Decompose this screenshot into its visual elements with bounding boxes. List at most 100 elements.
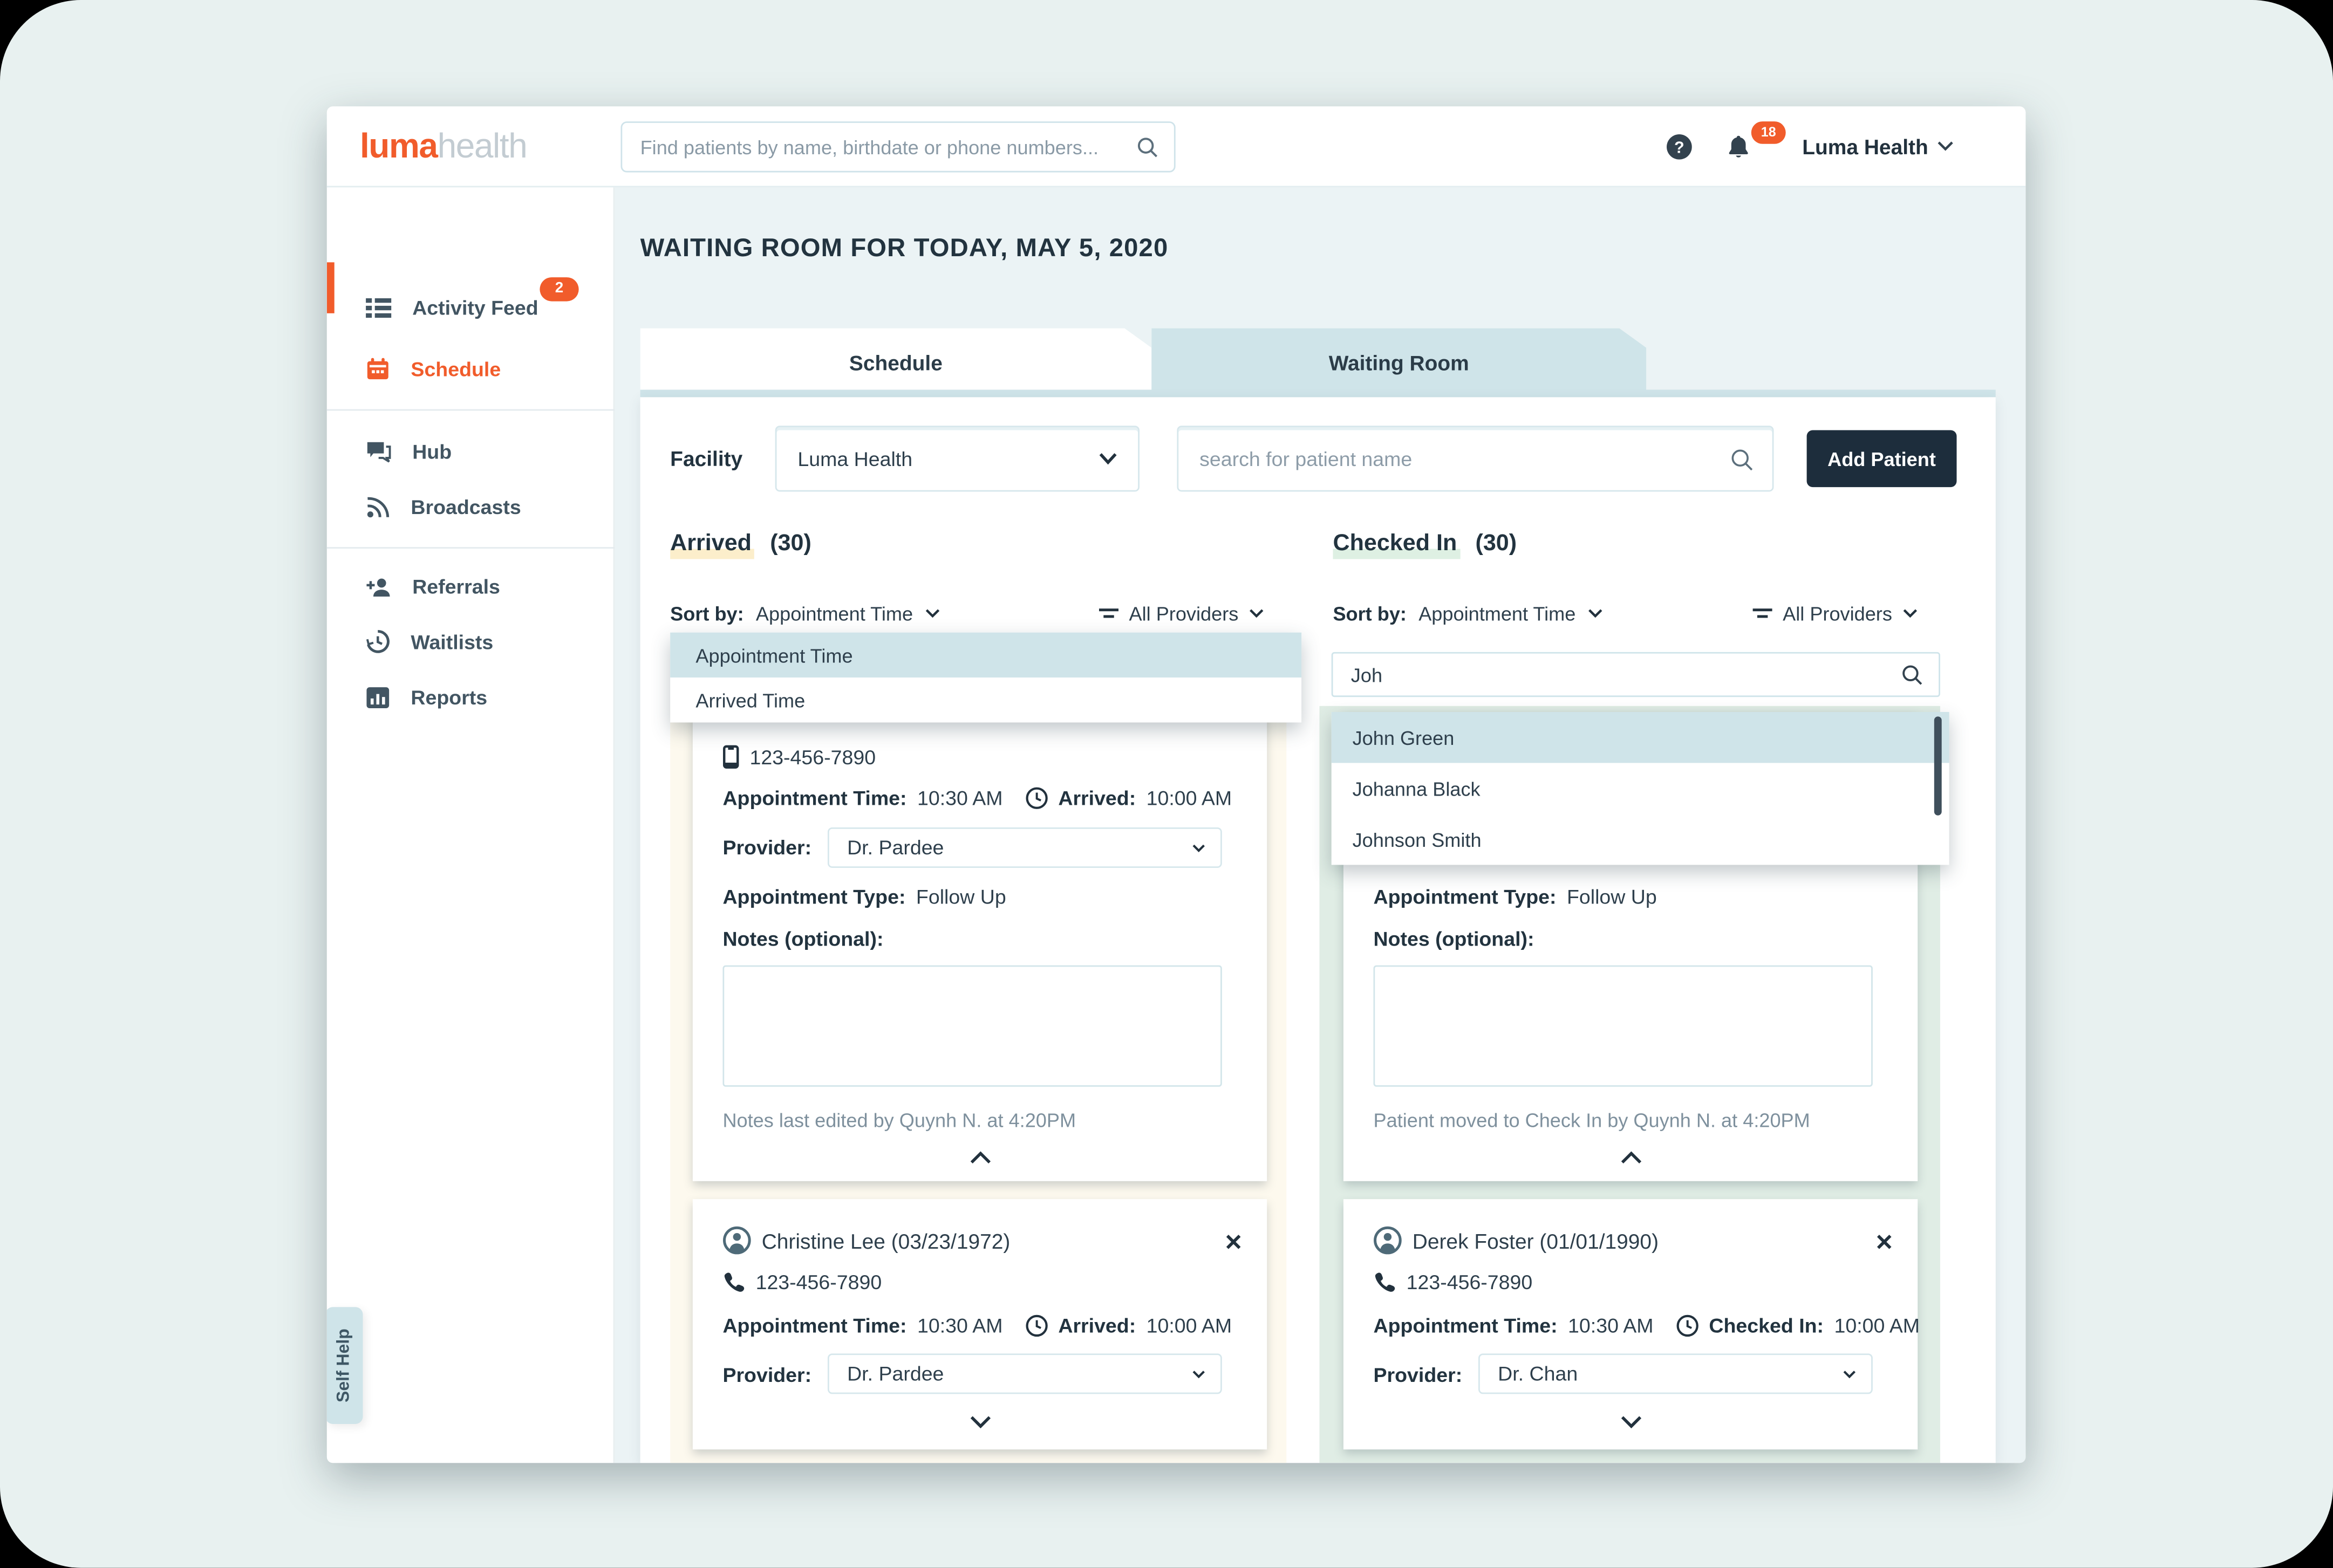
appointment-row: Appointment Time: 10:30 AM Arrived: 10:0… xyxy=(722,787,1232,810)
self-help-tab[interactable]: Self Help xyxy=(326,1307,363,1424)
tab-label: Schedule xyxy=(849,351,943,375)
arrived-count: (30) xyxy=(770,530,811,556)
sort-option-arrived-time[interactable]: Arrived Time xyxy=(695,688,806,711)
sort-option-appointment-time[interactable]: Appointment Time xyxy=(670,632,1302,678)
provider-select[interactable]: Dr. Chan xyxy=(1478,1353,1873,1394)
sort-by-label: Sort by: xyxy=(1333,601,1407,625)
phone-handset-icon xyxy=(724,1272,745,1292)
sidebar-item-referrals[interactable]: Referrals xyxy=(327,560,615,611)
tab-label: Waiting Room xyxy=(1328,351,1469,375)
clock-icon xyxy=(1676,1314,1698,1337)
reports-chart-icon xyxy=(366,686,390,708)
chevron-down-icon xyxy=(1099,453,1117,465)
notes-label: Notes (optional): xyxy=(722,928,884,950)
patient-name-search-input[interactable] xyxy=(1199,427,1724,490)
checked-in-column-header: Checked In (30) xyxy=(1333,530,1517,559)
provider-value: Dr. Chan xyxy=(1498,1362,1578,1385)
app-header: lumahealth ? 18 Luma Health xyxy=(326,106,2026,188)
checked-in-search-input[interactable] xyxy=(1350,653,1891,696)
sidebar-item-broadcasts[interactable]: Broadcasts xyxy=(327,481,615,532)
checked-in-value: 10:00 AM xyxy=(1834,1314,1920,1337)
clock-icon xyxy=(1025,1314,1048,1337)
arrived-provider-filter[interactable]: All Providers xyxy=(1099,598,1264,628)
close-card-button[interactable]: ✕ xyxy=(1875,1229,1894,1256)
chevron-up-icon xyxy=(1620,1151,1641,1164)
checked-in-card-derek-foster: Derek Foster (01/01/1990) ✕ 123-456-7890… xyxy=(1343,1199,1920,1450)
global-search-input[interactable] xyxy=(640,122,1120,171)
provider-row: Provider: xyxy=(1373,1364,1462,1387)
facility-value: Luma Health xyxy=(797,447,913,470)
search-icon xyxy=(1902,665,1922,685)
notes-label-row: Notes (optional): xyxy=(722,928,883,950)
provider-select[interactable]: Dr. Pardee xyxy=(827,1353,1222,1394)
notification-count-badge: 18 xyxy=(1751,121,1786,144)
add-patient-button[interactable]: Add Patient xyxy=(1806,430,1957,488)
svg-text:?: ? xyxy=(1674,138,1684,156)
provider-select[interactable]: Dr. Pardee xyxy=(827,827,1222,868)
provider-label: Provider: xyxy=(1373,1364,1463,1387)
patient-name: Christine Lee (03/23/1972) xyxy=(761,1228,1011,1252)
tab-waiting-room[interactable]: Waiting Room xyxy=(1151,328,1646,398)
arrived-column-header: Arrived (30) xyxy=(670,530,811,559)
checked-in-label: Checked In: xyxy=(1709,1314,1824,1337)
sidebar-item-label: Waitlists xyxy=(411,630,494,653)
suggestions-scrollbar[interactable] xyxy=(1934,716,1942,816)
patient-name-row: Christine Lee (03/23/1972) xyxy=(722,1226,1010,1255)
chevron-down-icon xyxy=(1192,1370,1205,1378)
notes-label-row: Notes (optional): xyxy=(1373,928,1534,950)
help-icon[interactable]: ? xyxy=(1666,133,1693,160)
checked-in-provider-filter[interactable]: All Providers xyxy=(1752,598,1918,628)
facility-label: Facility xyxy=(670,447,743,471)
expand-card-button[interactable] xyxy=(1620,1415,1641,1429)
checked-in-count: (30) xyxy=(1475,530,1517,556)
appointment-time-label: Appointment Time: xyxy=(722,1314,907,1337)
notes-textarea[interactable] xyxy=(722,965,1222,1087)
sidebar-divider xyxy=(326,409,615,411)
chevron-down-icon xyxy=(1843,1370,1856,1378)
suggestion-johnson-smith[interactable]: Johnson Smith xyxy=(1352,828,1482,851)
avatar-icon xyxy=(722,1226,751,1255)
hub-unread-badge: 2 xyxy=(540,277,579,302)
global-patient-search xyxy=(620,121,1176,173)
logo-health: health xyxy=(437,126,528,165)
sidebar-item-reports[interactable]: Reports xyxy=(327,672,615,722)
collapse-card-button[interactable] xyxy=(1620,1151,1641,1165)
sidebar-item-waitlists[interactable]: Waitlists xyxy=(327,616,615,667)
avatar-icon xyxy=(1374,1226,1402,1255)
phone-row: 123-456-7890 xyxy=(722,1271,882,1294)
arrived-sort-control[interactable]: Sort by: Appointment Time xyxy=(670,598,940,628)
sidebar-item-activity-feed[interactable]: Activity Feed xyxy=(327,282,615,332)
notes-textarea[interactable] xyxy=(1373,965,1873,1087)
checked-in-patient-search xyxy=(1331,652,1940,697)
patient-name: Derek Foster (01/01/1990) xyxy=(1412,1228,1659,1252)
tab-schedule[interactable]: Schedule xyxy=(640,328,1152,398)
notes-label: Notes (optional): xyxy=(1373,928,1534,950)
suggestion-john-green[interactable]: John Green xyxy=(1331,711,1949,763)
notifications-bell-icon[interactable] xyxy=(1724,133,1753,162)
phone-number: 123-456-7890 xyxy=(755,1271,882,1294)
arrived-value: 10:00 AM xyxy=(1146,786,1232,810)
account-chevron-down-icon[interactable] xyxy=(1937,141,1954,151)
sort-value: Appointment Time xyxy=(1418,601,1576,625)
sidebar-item-label: Referrals xyxy=(412,574,500,598)
checked-in-sort-control[interactable]: Sort by: Appointment Time xyxy=(1333,598,1602,628)
app-window: lumahealth ? 18 Luma Health xyxy=(326,106,2026,1463)
appointment-row: Appointment Time: 10:30 AM Arrived: 10:0… xyxy=(722,1314,1232,1337)
close-card-button[interactable]: ✕ xyxy=(1224,1229,1243,1256)
appointment-type-row: Appointment Type: Follow Up xyxy=(1373,886,1656,908)
expand-card-button[interactable] xyxy=(970,1415,991,1429)
collapse-card-button[interactable] xyxy=(970,1151,991,1165)
provider-label: Provider: xyxy=(722,1364,812,1387)
provider-row: Provider: xyxy=(722,837,811,859)
tabstrip xyxy=(640,389,1996,398)
sidebar-item-label: Hub xyxy=(412,440,452,463)
sidebar-item-label: Broadcasts xyxy=(411,495,521,518)
sidebar-item-schedule[interactable]: Schedule xyxy=(327,343,615,394)
chevron-down-icon xyxy=(1588,608,1602,617)
arrived-value: 10:00 AM xyxy=(1146,1314,1232,1337)
suggestion-johanna-black[interactable]: Johanna Black xyxy=(1352,777,1481,800)
schedule-calendar-icon xyxy=(367,358,388,380)
facility-select[interactable]: Luma Health xyxy=(775,426,1140,492)
sidebar-item-hub[interactable]: Hub xyxy=(327,426,615,476)
account-name[interactable]: Luma Health xyxy=(1802,135,1928,159)
